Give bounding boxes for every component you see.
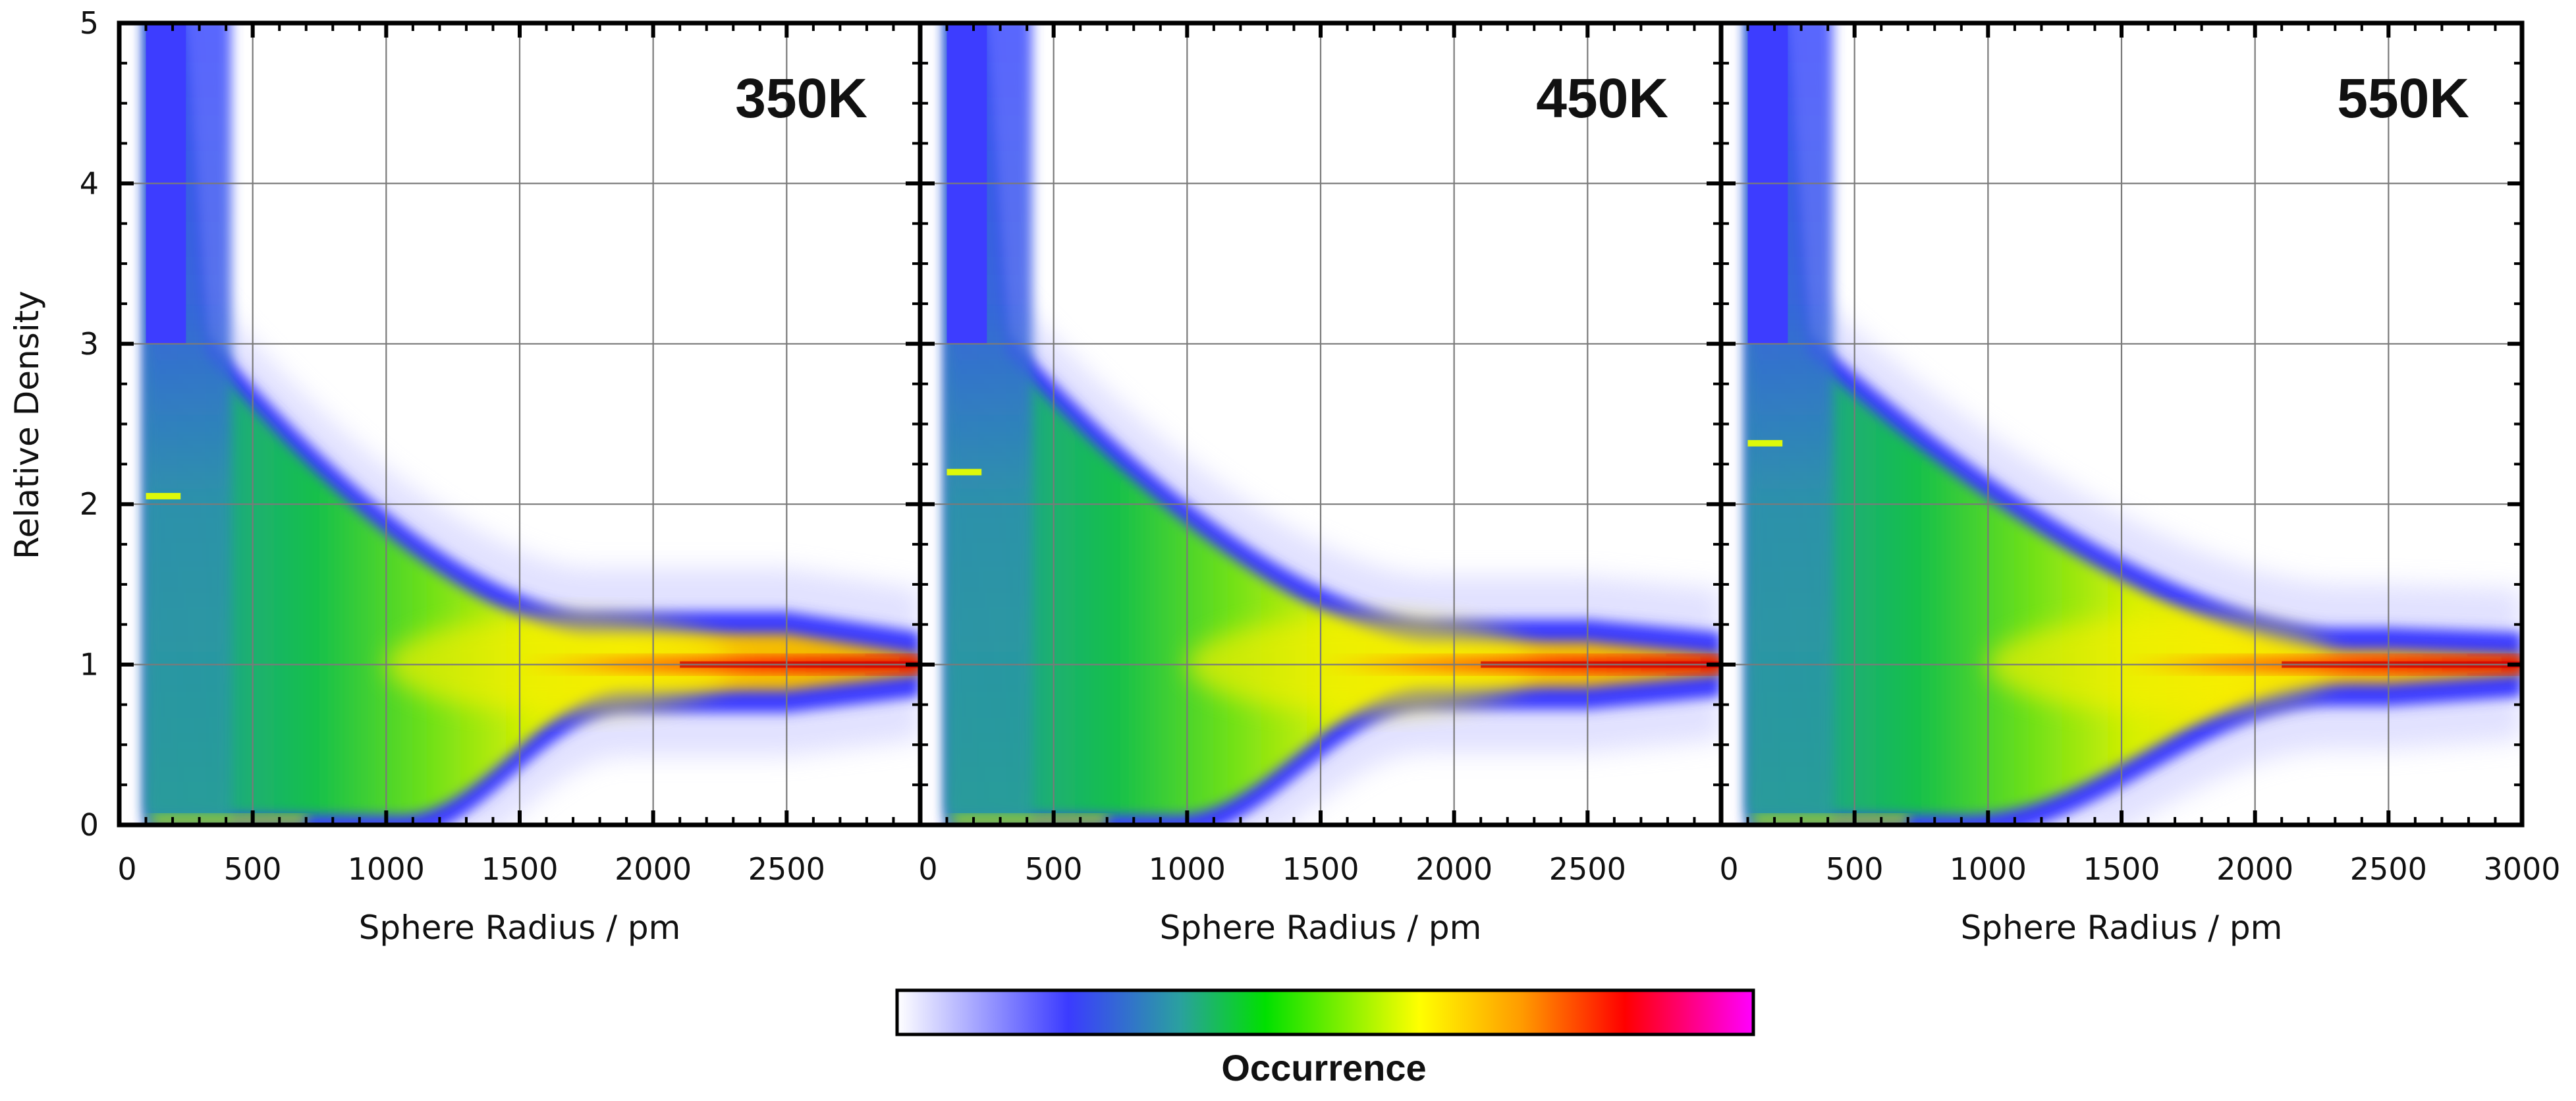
panel-550K: 0 500 1000 1500 2000 2500 3000 Sphere Radius / …: [1718, 20, 2561, 947]
heatmap-body: [146, 23, 920, 816]
x-tick-label: 1500: [481, 851, 558, 887]
panel-450K: 0 500 1000 1500 2000 2500 Sphere Radius / pm 45…: [918, 20, 1724, 947]
x-tick-label: 1000: [348, 851, 425, 887]
x-tick-label: 2500: [1549, 851, 1626, 887]
x-axis-title: Sphere Radius / pm: [1160, 909, 1482, 947]
x-tick-label: 2000: [615, 851, 692, 887]
x-tick-label: 1500: [1282, 851, 1359, 887]
x-tick-label: 2000: [1415, 851, 1493, 887]
y-tick-label: 2: [80, 486, 99, 522]
panel-label: 350K: [735, 67, 867, 129]
x-tick-label: 2000: [2216, 851, 2293, 887]
x-tick-label: 1000: [1149, 851, 1226, 887]
y-tick-label: 1: [80, 647, 99, 683]
heatmap-550K: [1747, 23, 2522, 825]
ticks-350K: [117, 21, 922, 827]
x-tick-label: 2500: [2350, 851, 2427, 887]
heatmap-blue-column: [1747, 23, 1788, 344]
grid-450K: [920, 23, 1721, 825]
heatmap-bottom-band: [952, 815, 1107, 825]
colorbar-gradient: [895, 988, 1755, 1036]
x-tick-label: 0: [918, 851, 937, 887]
ticks-550K: [1719, 21, 2524, 827]
y-tick-label: 0: [80, 807, 99, 843]
x-tick-label: 500: [1826, 851, 1884, 887]
y-tick-label: 4: [80, 165, 99, 201]
x-tick-label: 3000: [2483, 851, 2560, 887]
heatmap-blue-column: [946, 23, 987, 344]
y-tick-label: 5: [80, 5, 99, 41]
heatmap-spike: [1747, 439, 1783, 447]
x-tick-label: 2500: [748, 851, 825, 887]
x-tick-label: 500: [224, 851, 282, 887]
grid-350K: [119, 23, 920, 825]
colorbar: Occurrence: [895, 988, 1755, 1088]
grid-550K: [1721, 23, 2522, 825]
y-axis-title: Relative Density: [8, 291, 46, 559]
panel-label: 450K: [1536, 67, 1668, 129]
heatmap-bottom-band: [151, 815, 306, 825]
heatmap-bottom-band: [1753, 815, 1908, 825]
heatmap-blue-column: [146, 23, 186, 344]
colorbar-title: Occurrence: [1221, 1047, 1426, 1088]
x-tick-label: 1500: [2083, 851, 2160, 887]
x-axis-title: Sphere Radius / pm: [359, 909, 681, 947]
x-axis-title: Sphere Radius / pm: [1961, 909, 2283, 947]
panel-label: 550K: [2337, 67, 2469, 129]
y-tick-label: 3: [80, 326, 99, 362]
heatmap-body: [1747, 23, 2522, 816]
x-tick-label: 0: [117, 851, 136, 887]
heatmap-body: [946, 23, 1721, 816]
y-tick-labels: 0 1 2 3 4 5: [80, 5, 99, 843]
heatmap-spike: [146, 493, 181, 499]
x-tick-label: 500: [1025, 851, 1083, 887]
x-tick-label: 1000: [1950, 851, 2027, 887]
panel-350K: 0 500 1000 1500 2000 2500 Sphere Radius / pm 35…: [117, 20, 923, 947]
heatmap-spike: [946, 468, 982, 476]
x-tick-label: 0: [1719, 851, 1738, 887]
